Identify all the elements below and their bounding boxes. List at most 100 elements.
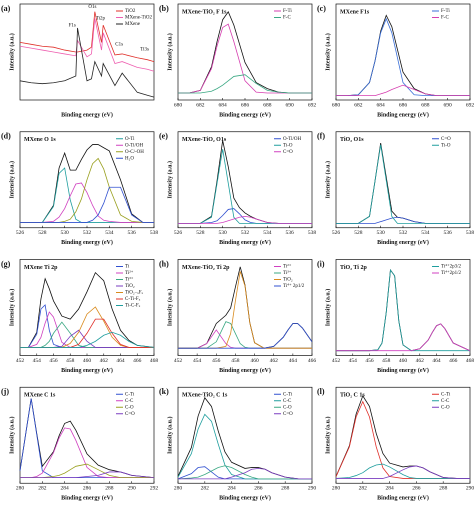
x-tick-label: 692 (308, 102, 317, 108)
x-axis-label: Binding energy (eV) (61, 239, 113, 246)
plot-frame (19, 386, 155, 484)
x-tick-label: 452 (332, 358, 341, 364)
x-tick-label: 526 (16, 230, 25, 236)
series-line (177, 413, 312, 480)
series-line (20, 144, 154, 223)
x-tick-label: 686 (399, 102, 408, 108)
x-axis-label: Binding energy (eV) (219, 495, 271, 502)
series-line (20, 427, 154, 478)
series-line (20, 311, 154, 348)
x-tick-label: 464 (432, 358, 441, 364)
x-tick-label: 688 (421, 102, 430, 108)
x-tick-label: 280 (174, 486, 183, 492)
legend-label: C=O (283, 150, 293, 155)
x-tick-label: 538 (466, 230, 474, 236)
x-tick-label: 680 (332, 102, 341, 108)
legend-label: Ti²⁺ (283, 264, 292, 270)
x-tick-label: 458 (382, 358, 391, 364)
series-line (19, 398, 155, 478)
y-axis-label: Intensity (a.u.) (8, 33, 15, 71)
series-line (20, 157, 154, 223)
x-tick-label: 462 (100, 358, 109, 364)
legend-label: F-Ti (283, 9, 292, 14)
legend-label: Ti-O (283, 143, 293, 148)
x-tick-label: 280 (16, 486, 25, 492)
series-line (335, 394, 470, 479)
x-tick-label: 682 (196, 102, 205, 108)
x-tick-label: 536 (444, 230, 453, 236)
x-tick-label: 690 (286, 102, 295, 108)
legend-label: F-C (283, 16, 291, 21)
x-axis-label: Binding energy (eV) (61, 111, 113, 118)
legend-label: Ti (125, 265, 130, 270)
y-axis-label: Intensity (a.u.) (166, 416, 173, 454)
panel-title: MXene Ti 2p (24, 265, 58, 271)
x-axis-label: Binding energy (eV) (61, 495, 113, 502)
series-line (20, 186, 154, 223)
x-tick-label: 528 (38, 230, 47, 236)
series-line (336, 216, 470, 224)
x-tick-label: 452 (16, 358, 25, 364)
x-tick-label: 534 (421, 230, 430, 236)
x-tick-label: 284 (385, 486, 394, 492)
series-line (178, 74, 312, 94)
y-axis-label: Intensity (a.u.) (166, 161, 173, 199)
x-tick-label: 454 (193, 358, 202, 364)
legend-label: Ti³⁺ (283, 270, 292, 276)
legend-label: C-O (283, 405, 292, 410)
series-line (177, 396, 312, 480)
plot-frame (335, 386, 471, 484)
panel-title: MXene C 1s (24, 393, 56, 399)
series-line (19, 398, 154, 478)
legend-label: Ti³⁺ (125, 277, 134, 283)
x-tick-label: 286 (412, 486, 421, 492)
series-line (336, 84, 470, 97)
legend-label: Ti⁴⁺2p1/2 (441, 270, 462, 276)
legend-label: O-Ti (125, 137, 135, 142)
panel-title: MXene-TiO₂ O1s (182, 137, 227, 143)
panel-letter: (g) (1, 259, 11, 268)
x-tick-label: 460 (399, 358, 408, 364)
legend-label: Ti-C-Fₓ (125, 304, 141, 309)
x-tick-label: 530 (61, 230, 70, 236)
x-tick-label: 468 (466, 358, 474, 364)
legend-label: O-C/-OH (125, 150, 144, 155)
x-tick-label: 536 (128, 230, 137, 236)
x-tick-label: 290 (128, 486, 137, 492)
legend-label: Ti⁴⁺ 2p1/2 (283, 283, 305, 289)
x-tick-label: 290 (308, 486, 317, 492)
legend-label: TiO₂₋ₓFₓ (125, 291, 143, 296)
panel-title: MXene O 1s (24, 137, 56, 143)
series-line (20, 471, 155, 478)
legend-label: Ti⁴⁺2p3/2 (441, 264, 462, 270)
x-tick-label: 532 (399, 230, 408, 236)
x-axis-label: Binding energy (eV) (377, 239, 429, 246)
x-tick-label: 526 (332, 230, 341, 236)
x-tick-label: 530 (219, 230, 228, 236)
x-tick-label: 692 (466, 102, 474, 108)
x-tick-label: 682 (354, 102, 363, 108)
x-tick-label: 454 (349, 358, 358, 364)
x-axis-label: Binding energy (eV) (377, 367, 429, 374)
series-line (178, 468, 312, 480)
x-tick-label: 464 (289, 358, 298, 364)
x-tick-label: 458 (66, 358, 75, 364)
x-tick-label: 290 (466, 486, 474, 492)
panel-title: MXene-TiO₂ Ti 2p (182, 265, 230, 271)
legend-label: C=O (283, 412, 293, 417)
panel-letter: (j) (1, 387, 9, 396)
x-tick-label: 684 (219, 102, 228, 108)
x-tick-label: 288 (105, 486, 114, 492)
x-tick-label: 456 (212, 358, 221, 364)
x-axis-label: Binding energy (eV) (219, 367, 271, 374)
x-tick-label: 684 (377, 102, 386, 108)
x-tick-label: 530 (377, 230, 386, 236)
x-tick-label: 462 (270, 358, 279, 364)
x-tick-label: 454 (33, 358, 42, 364)
peak-annotation: O1s (88, 5, 96, 10)
series-line (336, 144, 470, 224)
legend-label: C-C (125, 399, 134, 404)
x-tick-label: 528 (196, 230, 205, 236)
